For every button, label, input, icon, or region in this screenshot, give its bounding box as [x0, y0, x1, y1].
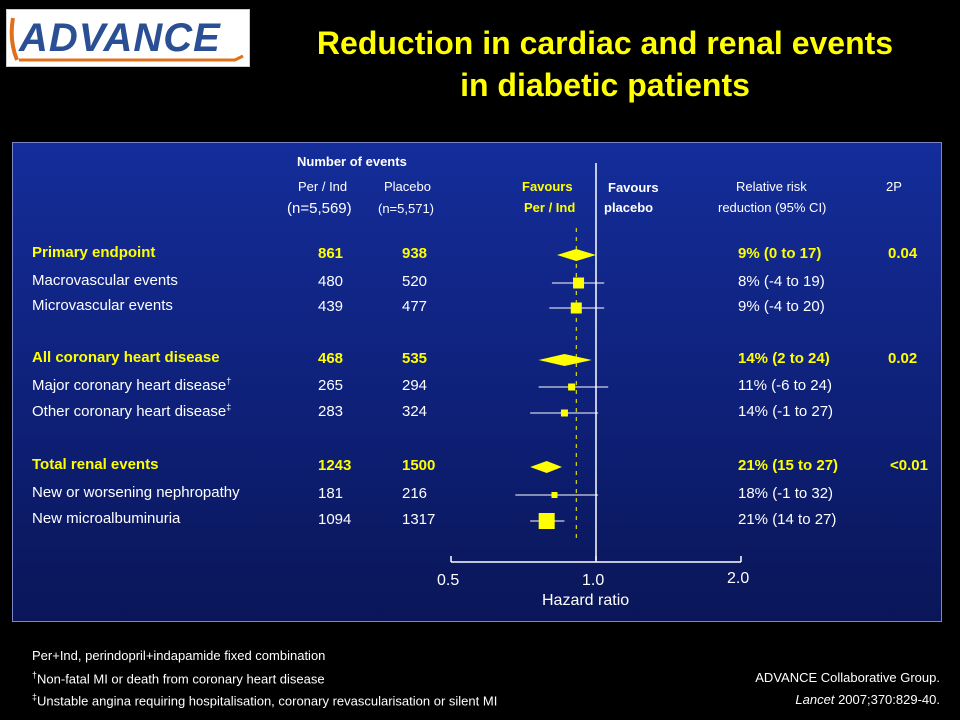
row-label-text: Macrovascular events	[32, 272, 178, 289]
row-placebo-events: 520	[402, 273, 428, 290]
footnote-3-text: Unstable angina requiring hospitalisatio…	[37, 693, 498, 709]
summary-diamond	[557, 249, 596, 261]
row-rrr: 11% (-6 to 24)	[738, 377, 832, 394]
row-p-value: 0.04	[888, 245, 918, 262]
row-label-text: New microalbuminuria	[32, 510, 181, 527]
header-rrr-2: reduction (95% CI)	[718, 200, 827, 215]
header-favours-active-1: Favours	[522, 179, 573, 194]
citation-line-1: ADVANCE Collaborative Group.	[755, 670, 940, 685]
row-active-events: 861	[318, 245, 344, 262]
footnote-1: Per+Ind, perindopril+indapamide fixed co…	[32, 648, 326, 663]
row-label: All coronary heart disease	[32, 349, 220, 366]
header-p-col: 2P	[886, 179, 902, 194]
header-favours-placebo-2: placebo	[604, 200, 654, 215]
row-label-text: Total renal events	[32, 456, 159, 473]
row-label: Primary endpoint	[32, 244, 155, 261]
summary-diamond	[538, 354, 592, 366]
row-label: Microvascular events	[32, 297, 173, 314]
footnote-2-text: Non-fatal MI or death from coronary hear…	[37, 671, 325, 687]
row-active-events: 468	[318, 350, 344, 367]
row-rrr: 14% (-1 to 27)	[738, 403, 834, 420]
row-p-value: <0.01	[890, 457, 928, 474]
citation-line-2: Lancet 2007;370:829-40.	[795, 692, 940, 707]
header-col-active: Per / Ind	[298, 179, 348, 194]
row-label: Total renal events	[32, 456, 158, 473]
row-placebo-events: 216	[402, 485, 428, 502]
row-rrr: 9% (0 to 17)	[738, 245, 822, 262]
point-estimate-square	[570, 302, 582, 314]
row-active-events: 265	[318, 377, 344, 394]
x-axis-label: Hazard ratio	[542, 592, 630, 609]
header-col-placebo: Placebo	[384, 179, 431, 194]
row-placebo-events: 1317	[402, 511, 436, 528]
footnote-2-symbol: †	[32, 670, 38, 680]
header-favours-placebo-1: Favours	[608, 180, 659, 195]
row-label: New microalbuminuria	[32, 510, 180, 527]
header-rrr-1: Relative risk	[736, 179, 807, 194]
row-placebo-events: 294	[402, 377, 428, 394]
row-label: Major coronary heart disease†	[32, 376, 231, 394]
x-tick-label: 2.0	[727, 570, 750, 587]
row-placebo-events: 938	[402, 245, 428, 262]
header-n-active: (n=5,569)	[287, 200, 352, 217]
row-label: New or worsening nephropathy	[32, 484, 240, 501]
point-estimate-square	[568, 383, 576, 391]
row-rrr: 18% (-1 to 32)	[738, 485, 834, 502]
row-rrr: 8% (-4 to 19)	[738, 273, 825, 290]
logo-swoosh-icon	[9, 17, 244, 62]
row-label-text: New or worsening nephropathy	[32, 484, 240, 501]
row-label-text: Microvascular events	[32, 297, 173, 314]
row-rrr: 21% (15 to 27)	[738, 457, 839, 474]
x-tick-label: 1.0	[582, 572, 605, 589]
point-estimate-square	[573, 277, 585, 289]
title-line-1: Reduction in cardiac and renal events	[316, 25, 894, 61]
row-label-text: Primary endpoint	[32, 244, 156, 261]
row-label-text: Major coronary heart disease	[32, 377, 227, 394]
point-estimate-square	[551, 492, 558, 498]
row-label-footnote-symbol: †	[226, 376, 232, 386]
citation-journal: Lancet	[795, 692, 835, 707]
row-active-events: 480	[318, 273, 344, 290]
row-label: Other coronary heart disease‡	[32, 402, 231, 420]
footnote-3: ‡Unstable angina requiring hospitalisati…	[32, 692, 497, 708]
header-n-placebo: (n=5,571)	[378, 201, 435, 216]
row-label-text: All coronary heart disease	[32, 349, 220, 366]
point-estimate-square	[538, 513, 555, 529]
row-p-value: 0.02	[888, 350, 918, 367]
row-rrr: 14% (2 to 24)	[738, 350, 830, 367]
row-active-events: 1094	[318, 511, 352, 528]
row-placebo-events: 1500	[402, 457, 436, 474]
footnote-2: †Non-fatal MI or death from coronary hea…	[32, 670, 325, 686]
slide-title: Reduction in cardiac and renal events in…	[250, 22, 960, 106]
citation-ref: 2007;370:829-40.	[838, 692, 940, 707]
row-placebo-events: 324	[402, 403, 428, 420]
point-estimate-square	[560, 409, 568, 417]
title-line-2: in diabetic patients	[460, 67, 750, 103]
footnote-3-symbol: ‡	[32, 692, 38, 702]
row-placebo-events: 535	[402, 350, 428, 367]
logo-text: ADVANCE	[19, 16, 221, 60]
row-label-footnote-symbol: ‡	[226, 402, 232, 412]
row-rrr: 21% (14 to 27)	[738, 511, 837, 528]
summary-diamond	[530, 461, 563, 473]
row-active-events: 439	[318, 298, 344, 315]
row-placebo-events: 477	[402, 298, 428, 315]
row-active-events: 283	[318, 403, 344, 420]
row-label-text: Other coronary heart disease	[32, 403, 227, 420]
forest-plot-panel	[12, 142, 942, 622]
advance-logo: ADVANCE	[6, 9, 250, 67]
row-active-events: 181	[318, 485, 344, 502]
row-rrr: 9% (-4 to 20)	[738, 298, 825, 315]
x-tick-label: 0.5	[437, 572, 460, 589]
header-number-of-events: Number of events	[297, 154, 407, 169]
row-label: Macrovascular events	[32, 272, 178, 289]
header-favours-active-2: Per / Ind	[524, 200, 576, 215]
row-active-events: 1243	[318, 457, 352, 474]
